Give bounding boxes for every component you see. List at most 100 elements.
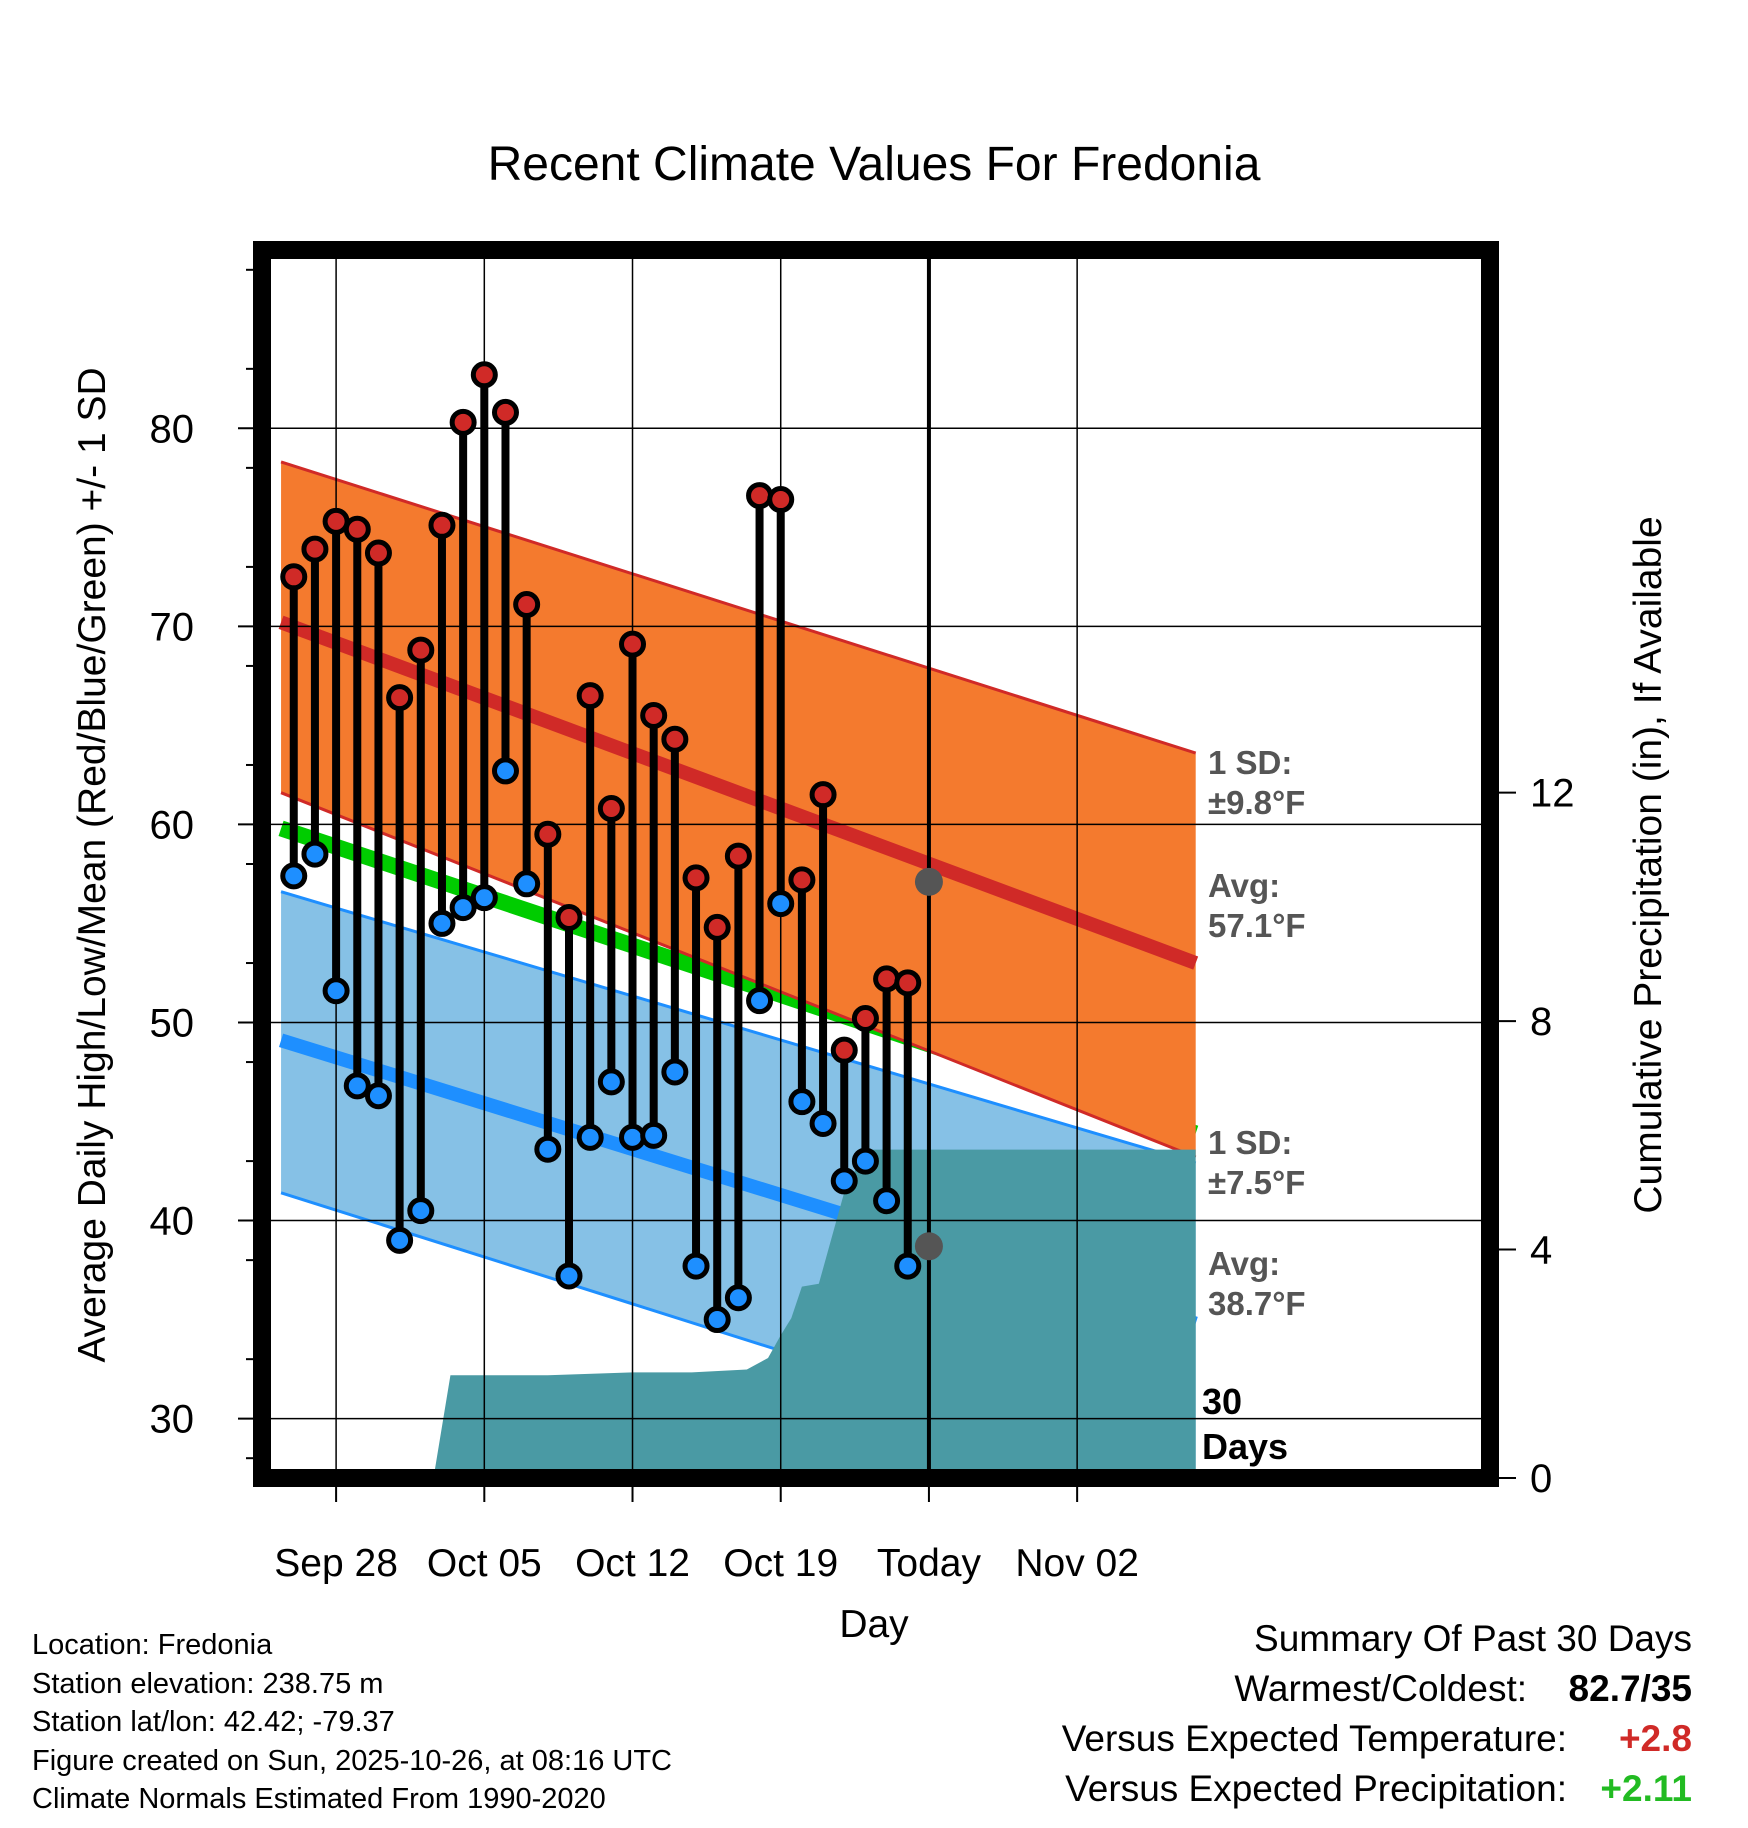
daily-high-point bbox=[534, 820, 562, 848]
summary-precip-value: +2.11 bbox=[1600, 1768, 1692, 1809]
daily-high-point bbox=[428, 511, 456, 539]
x-axis-label: Day bbox=[839, 1603, 909, 1646]
daily-high-point bbox=[873, 965, 901, 993]
days-label: Days bbox=[1202, 1426, 1288, 1467]
daily-high-point bbox=[555, 903, 583, 931]
summary-warm-cold-label: Warmest/Coldest: bbox=[1234, 1668, 1527, 1709]
y-axis-label: Average Daily High/Low/Mean (Red/Blue/Gr… bbox=[71, 367, 114, 1362]
daily-high-point bbox=[364, 539, 392, 567]
daily-low-point bbox=[703, 1306, 731, 1334]
daily-low-point bbox=[407, 1197, 435, 1225]
x-tick-label: Oct 12 bbox=[575, 1542, 690, 1585]
daily-low-point bbox=[280, 862, 308, 890]
daily-high-point bbox=[703, 913, 731, 941]
x-tick-label: Oct 19 bbox=[723, 1542, 838, 1585]
y-tick-label: 30 bbox=[150, 1398, 195, 1442]
y-tick-label: 80 bbox=[150, 407, 195, 451]
x-tick-label: Sep 28 bbox=[274, 1542, 398, 1585]
daily-high-point bbox=[851, 1004, 879, 1032]
daily-high-point bbox=[576, 682, 604, 710]
daily-high-point bbox=[661, 725, 689, 753]
daily-high-point bbox=[682, 864, 710, 892]
high-sd-label: 1 SD: bbox=[1208, 744, 1292, 781]
daily-low-point bbox=[619, 1123, 647, 1151]
daily-low-point bbox=[767, 890, 795, 918]
info-normals: Climate Normals Estimated From 1990-2020 bbox=[32, 1783, 606, 1815]
daily-low-point bbox=[746, 987, 774, 1015]
high-avg-label: Avg: bbox=[1208, 867, 1280, 904]
high-avg-marker bbox=[914, 867, 943, 896]
daily-low-point bbox=[534, 1135, 562, 1163]
daily-low-point bbox=[513, 870, 541, 898]
daily-high-point bbox=[640, 701, 668, 729]
x-tick-label: Oct 05 bbox=[427, 1542, 542, 1585]
daily-high-point bbox=[767, 486, 795, 514]
daily-low-point bbox=[809, 1109, 837, 1137]
daily-low-point bbox=[386, 1226, 414, 1254]
daily-high-point bbox=[301, 535, 329, 563]
low-avg-label: Avg: bbox=[1208, 1245, 1280, 1282]
daily-low-point bbox=[364, 1082, 392, 1110]
daily-low-point bbox=[597, 1068, 625, 1096]
daily-low-point bbox=[343, 1072, 371, 1100]
daily-low-point bbox=[555, 1262, 583, 1290]
y2-tick-label: 12 bbox=[1530, 772, 1575, 816]
daily-high-point bbox=[280, 563, 308, 591]
daily-low-point bbox=[894, 1252, 922, 1280]
high-sd-band-upper-edge bbox=[280, 460, 1197, 755]
summary-warm-cold-value: 82.7/35 bbox=[1568, 1668, 1692, 1709]
daily-high-point bbox=[407, 636, 435, 664]
daily-high-point bbox=[619, 630, 647, 658]
daily-high-point bbox=[513, 591, 541, 619]
daily-high-point bbox=[809, 781, 837, 809]
daily-low-point bbox=[322, 977, 350, 1005]
summary-panel: Summary Of Past 30 Days Warmest/Coldest:… bbox=[1062, 1618, 1692, 1818]
daily-low-point bbox=[449, 894, 477, 922]
daily-low-point bbox=[640, 1121, 668, 1149]
y-tick-label: 50 bbox=[150, 1001, 195, 1045]
high-sd-value: ±9.8°F bbox=[1208, 784, 1305, 821]
daily-low-point bbox=[661, 1058, 689, 1086]
y-tick-label: 60 bbox=[150, 803, 195, 847]
daily-low-point bbox=[491, 757, 519, 785]
summary-precip-label: Versus Expected Precipitation: bbox=[1065, 1768, 1567, 1809]
daily-high-point bbox=[894, 969, 922, 997]
summary-temp-value: +2.8 bbox=[1618, 1718, 1692, 1759]
info-location: Location: Fredonia bbox=[32, 1629, 273, 1661]
y2-tick-label: 8 bbox=[1530, 1000, 1552, 1044]
daily-low-point bbox=[788, 1088, 816, 1116]
x-tick-label: Today bbox=[877, 1542, 982, 1585]
low-sd-label: 1 SD: bbox=[1208, 1124, 1292, 1161]
station-info: Location: Fredonia Station elevation: 23… bbox=[32, 1626, 672, 1819]
chart-title: Recent Climate Values For Fredonia bbox=[488, 138, 1261, 191]
daily-low-point bbox=[851, 1147, 879, 1175]
precipitation-area bbox=[433, 1149, 1196, 1478]
low-avg-value: 38.7°F bbox=[1208, 1285, 1306, 1322]
info-elevation: Station elevation: 238.75 m bbox=[32, 1667, 384, 1700]
days-count-label: 30 bbox=[1202, 1381, 1242, 1422]
daily-high-point bbox=[746, 482, 774, 510]
daily-high-point bbox=[597, 795, 625, 823]
low-sd-value: ±7.5°F bbox=[1208, 1164, 1305, 1201]
info-latlon: Station lat/lon: 42.42; -79.37 bbox=[32, 1706, 395, 1738]
daily-high-point bbox=[830, 1036, 858, 1064]
daily-high-point bbox=[343, 515, 371, 543]
summary-title: Summary Of Past 30 Days bbox=[1254, 1618, 1692, 1659]
y2-axis-label: Cumulative Precipitation (in), If Availa… bbox=[1627, 516, 1670, 1213]
daily-high-point bbox=[449, 408, 477, 436]
y2-tick-label: 0 bbox=[1530, 1457, 1552, 1501]
daily-low-point bbox=[301, 840, 329, 868]
daily-low-point bbox=[470, 884, 498, 912]
x-tick-label: Nov 02 bbox=[1015, 1542, 1139, 1585]
daily-high-point bbox=[386, 684, 414, 712]
high-sd-band bbox=[281, 461, 1196, 1158]
y-tick-label: 70 bbox=[150, 605, 195, 649]
summary-temp-label: Versus Expected Temperature: bbox=[1061, 1718, 1567, 1759]
daily-low-point bbox=[724, 1284, 752, 1312]
daily-high-point bbox=[470, 361, 498, 389]
info-created: Figure created on Sun, 2025-10-26, at 08… bbox=[32, 1744, 672, 1777]
daily-high-point bbox=[724, 842, 752, 870]
y2-tick-label: 4 bbox=[1530, 1229, 1552, 1273]
daily-low-point bbox=[873, 1187, 901, 1215]
